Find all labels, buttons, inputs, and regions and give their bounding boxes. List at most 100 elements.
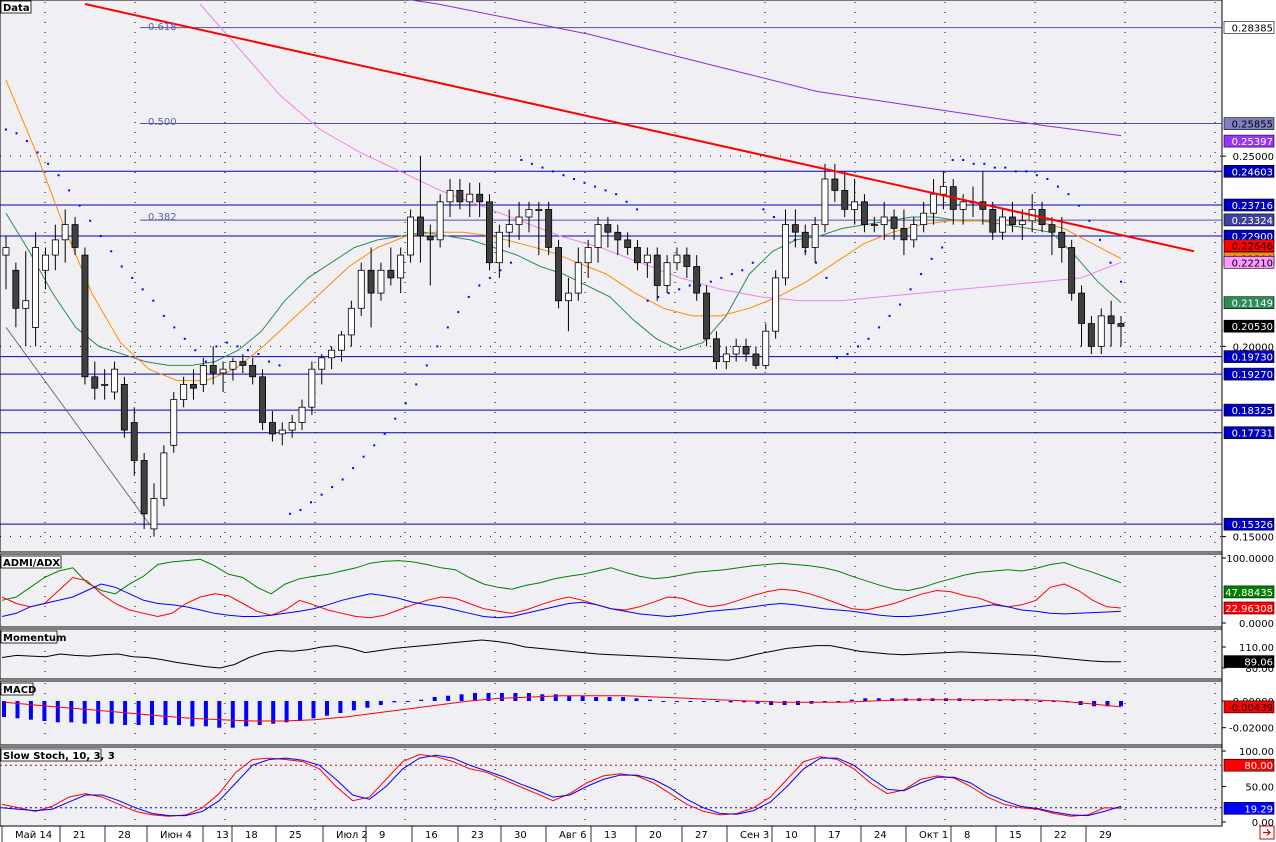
candle xyxy=(32,232,39,347)
macd-bar xyxy=(755,701,760,704)
candle-body xyxy=(910,224,918,241)
candle-body xyxy=(900,227,908,241)
date-label: Июл 2 xyxy=(336,830,368,841)
stoch-title: Slow Stoch, 10, 3, 3 xyxy=(3,751,115,762)
panel-frame-macd xyxy=(0,680,1223,746)
psar-dot xyxy=(215,345,218,348)
price-tag-box xyxy=(1223,198,1275,212)
candle-body xyxy=(1078,292,1085,324)
psar-dot xyxy=(993,166,996,169)
macd-bar xyxy=(822,701,827,703)
candle-body xyxy=(150,498,158,530)
psar-dot xyxy=(604,189,607,192)
candle xyxy=(653,247,661,301)
price-tag-box xyxy=(1223,21,1275,34)
candle-body xyxy=(1018,220,1026,226)
psar-dot xyxy=(657,295,660,298)
candle xyxy=(1107,300,1115,347)
macd-bar xyxy=(701,701,706,702)
candle xyxy=(752,346,760,370)
psar-dot xyxy=(120,265,123,268)
date-label: 30 xyxy=(514,830,527,841)
macd-bar xyxy=(69,701,74,723)
psar-dot xyxy=(436,345,439,348)
stoch-tag-label: 19.29 xyxy=(1244,804,1273,815)
macd-bar xyxy=(1011,699,1016,701)
candle-body xyxy=(782,224,789,279)
psar-dot xyxy=(425,364,428,367)
macd-bar xyxy=(499,693,504,701)
candle-body xyxy=(1087,323,1095,347)
macd-bar xyxy=(621,697,626,701)
candle-body xyxy=(32,247,39,328)
candle-body xyxy=(683,254,691,267)
psar-dot xyxy=(552,170,554,173)
candle xyxy=(1048,217,1056,256)
date-label: 16 xyxy=(425,830,438,841)
candle xyxy=(466,182,474,218)
price-tag-box xyxy=(1223,655,1275,668)
macd-bar xyxy=(580,695,585,701)
psar-dot xyxy=(394,417,397,420)
candle-body xyxy=(51,239,59,256)
candle xyxy=(387,247,395,286)
price-tag-label: 0.22210 xyxy=(1232,258,1273,269)
price-tag-label: 0.23716 xyxy=(1232,201,1273,212)
candle-body xyxy=(426,235,434,241)
candle xyxy=(1068,239,1076,301)
psar-dot xyxy=(678,288,681,291)
candle-body xyxy=(1048,224,1056,233)
psar-dot xyxy=(26,140,28,142)
candle-body xyxy=(693,266,701,294)
date-label: 27 xyxy=(695,830,708,841)
macd-bar xyxy=(42,701,47,721)
psar-dot xyxy=(383,432,386,435)
macd-bar xyxy=(661,701,666,702)
date-label: 23 xyxy=(471,830,484,841)
candle-body xyxy=(841,189,849,210)
adx-plus-line xyxy=(1,558,1122,601)
psar-dot xyxy=(1067,193,1070,196)
psar-dot xyxy=(352,467,355,470)
psar-dot xyxy=(972,162,975,165)
candle-body xyxy=(999,216,1006,233)
candle-body xyxy=(811,224,819,248)
panel-frame-adx xyxy=(0,553,1223,628)
scroll-right-icon[interactable] xyxy=(1259,825,1275,840)
candle xyxy=(12,262,20,328)
macd-bar xyxy=(419,699,424,701)
candle xyxy=(782,209,789,286)
psar-dot xyxy=(299,509,302,511)
psar-dot xyxy=(78,204,81,207)
psar-dot xyxy=(131,276,134,279)
candle-body xyxy=(574,262,582,294)
psar-dot xyxy=(278,364,281,367)
psar-dot xyxy=(1004,166,1007,169)
macd-bar xyxy=(392,701,397,703)
ma-long-line xyxy=(407,0,1122,137)
candle xyxy=(890,209,898,240)
candle-body xyxy=(772,277,780,332)
candle-body xyxy=(219,368,227,374)
macd-bar xyxy=(486,693,491,701)
adx-tick-label: 100.0000 xyxy=(1226,554,1274,565)
candle-body xyxy=(594,224,602,248)
candle xyxy=(545,201,553,256)
date-label: Сен 3 xyxy=(740,830,769,841)
candle-body xyxy=(880,216,888,225)
candle xyxy=(1078,285,1085,347)
macd-bar xyxy=(836,701,841,702)
candle-body xyxy=(357,269,365,309)
candle xyxy=(288,414,296,438)
candle xyxy=(722,346,730,370)
candle xyxy=(870,217,878,233)
candle xyxy=(111,361,118,400)
psar-dot xyxy=(1056,185,1059,188)
candle-body xyxy=(101,383,109,386)
candle-body xyxy=(91,376,99,389)
candle-body xyxy=(604,224,612,233)
fib-label-382: 0.382 xyxy=(148,212,177,223)
trendline xyxy=(84,3,1195,253)
candle xyxy=(663,255,671,294)
price-tag-box xyxy=(1223,758,1275,772)
